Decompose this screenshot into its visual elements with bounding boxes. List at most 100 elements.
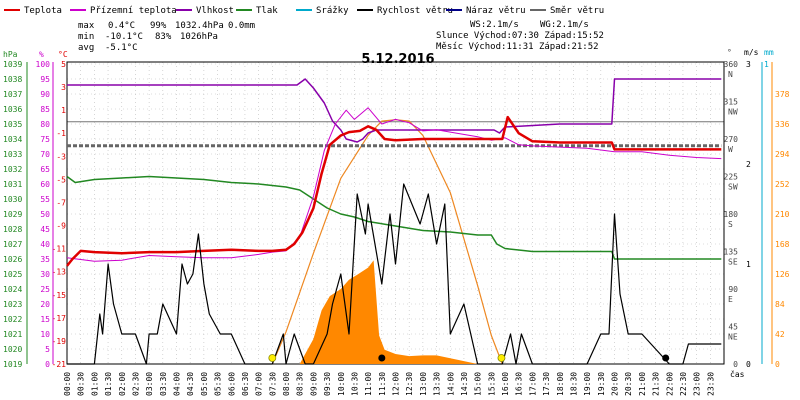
ms-tick: 0 — [746, 360, 751, 369]
x-tick: 06:30 — [241, 372, 250, 396]
x-tick: 03:00 — [145, 372, 154, 396]
axis-label-pct: % — [39, 50, 44, 59]
stat-min-hum: 83% — [155, 32, 172, 42]
x-tick: 17:30 — [542, 372, 551, 396]
series-ground-temperature — [66, 107, 722, 262]
x-tick: 09:00 — [309, 372, 318, 396]
degc-tick: -19 — [52, 337, 67, 346]
x-axis-label: čas — [730, 369, 745, 379]
pct-tick: 85 — [40, 105, 50, 114]
x-tick: 04:30 — [186, 372, 195, 396]
pct-tick: 60 — [40, 180, 50, 189]
x-tick: 22:30 — [679, 372, 688, 396]
solar-tick: 378 — [775, 90, 790, 99]
axes: hPa% °C1039103810371036103510341033103210… — [3, 48, 790, 396]
x-tick: 07:00 — [255, 372, 264, 396]
pct-tick: 35 — [40, 255, 50, 264]
pct-tick: 45 — [40, 225, 50, 234]
legend-label: Tlak — [256, 6, 278, 16]
pct-tick: 30 — [40, 270, 50, 279]
axis-label-mm: mm — [764, 48, 774, 57]
degc-tick: -1 — [56, 129, 66, 138]
legend-label: Teplota — [24, 6, 62, 16]
hpa-tick: 1021 — [3, 330, 22, 339]
info-wg: WG:2.1m/s — [540, 20, 589, 30]
x-tick: 02:00 — [118, 372, 127, 396]
stat-min-temp: -10.1°C — [105, 32, 143, 42]
axis-label-dir: ° — [727, 48, 732, 57]
solar-tick: 252 — [775, 180, 790, 189]
dir-tick: 270 — [724, 135, 739, 144]
pct-tick: 5 — [45, 345, 50, 354]
dir-name: S — [728, 220, 733, 229]
degc-tick: -15 — [52, 291, 67, 300]
degc-tick: -3 — [56, 152, 66, 161]
pct-tick: 25 — [40, 285, 50, 294]
moonset-marker — [662, 354, 670, 362]
x-tick: 23:00 — [693, 372, 702, 396]
hpa-tick: 1025 — [3, 270, 22, 279]
sunset-marker — [497, 354, 506, 362]
x-tick: 16:00 — [501, 372, 510, 396]
info-sun: Slunce Východ:07:30 Západ:15:52 — [436, 31, 604, 41]
solar-fill-area — [299, 260, 492, 364]
hpa-tick: 1029 — [3, 210, 22, 219]
pct-tick: 100 — [36, 60, 51, 69]
hpa-tick: 1037 — [3, 90, 22, 99]
x-tick: 03:30 — [159, 372, 168, 396]
dir-tick: 45 — [728, 323, 738, 332]
stat-avg-temp: -5.1°C — [105, 43, 138, 53]
x-tick: 13:00 — [419, 372, 428, 396]
x-tick: 21:00 — [638, 372, 647, 396]
ms-tick: 2 — [746, 160, 751, 169]
x-tick: 16:30 — [515, 372, 524, 396]
x-tick: 08:00 — [282, 372, 291, 396]
pct-tick: 10 — [40, 330, 50, 339]
x-tick: 19:30 — [597, 372, 606, 396]
solar-tick: 42 — [775, 330, 785, 339]
dir-name: N — [728, 70, 733, 79]
axis-label-hpa: hPa — [3, 50, 18, 59]
stat-max-press: 1032.4hPa — [175, 21, 224, 31]
solar-tick: 168 — [775, 240, 790, 249]
x-tick: 17:00 — [528, 372, 537, 396]
hpa-tick: 1023 — [3, 300, 22, 309]
pct-tick: 70 — [40, 150, 50, 159]
series-pressure — [66, 175, 722, 260]
degc-tick: -13 — [52, 268, 67, 277]
dir-tick: 90 — [728, 285, 738, 294]
hpa-tick: 1033 — [3, 150, 22, 159]
degc-tick: -11 — [52, 245, 67, 254]
degc-tick: 5 — [61, 60, 66, 69]
hpa-tick: 1035 — [3, 120, 22, 129]
x-tick: 12:00 — [392, 372, 401, 396]
dir-name: E — [728, 295, 733, 304]
dir-name: W — [728, 145, 733, 154]
hpa-tick: 1027 — [3, 240, 22, 249]
x-tick: 09:30 — [323, 372, 332, 396]
x-tick: 01:00 — [90, 372, 99, 396]
dir-tick: 135 — [724, 248, 739, 257]
stat-min-press: 1026hPa — [180, 32, 218, 42]
pct-tick: 90 — [40, 90, 50, 99]
x-tick: 05:00 — [200, 372, 209, 396]
pct-tick: 40 — [40, 240, 50, 249]
grid — [66, 62, 725, 365]
x-tick: 07:30 — [268, 372, 277, 396]
pct-tick: 65 — [40, 165, 50, 174]
stat-min-label: min — [78, 32, 94, 42]
dir-name: SW — [728, 183, 738, 192]
x-tick: 20:00 — [611, 372, 620, 396]
legend-label: Srážky — [316, 6, 349, 16]
hpa-tick: 1026 — [3, 255, 22, 264]
degc-tick: -5 — [56, 175, 66, 184]
info-ws: WS:2.1m/s — [470, 20, 519, 30]
x-tick: 15:00 — [474, 372, 483, 396]
x-tick: 11:30 — [378, 372, 387, 396]
x-tick: 14:30 — [460, 372, 469, 396]
hpa-tick: 1020 — [3, 345, 22, 354]
pct-tick: 75 — [40, 135, 50, 144]
info-moon: Měsíc Východ:11:31 Západ:21:52 — [436, 42, 599, 52]
